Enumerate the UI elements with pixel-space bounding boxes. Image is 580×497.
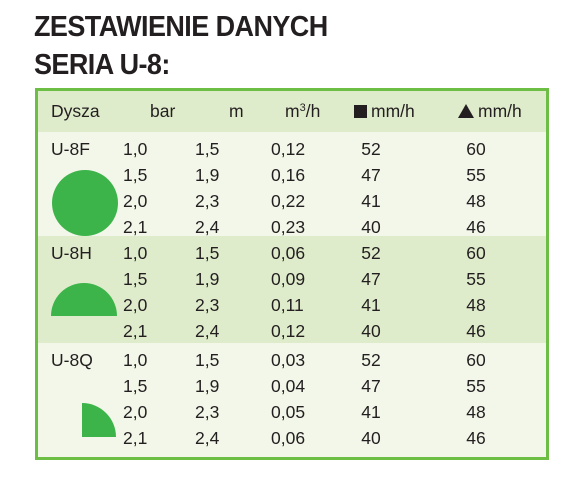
triangle-icon	[458, 104, 474, 118]
cell-square-rate: 40	[361, 321, 381, 341]
header-square-rate: mm/h	[354, 100, 415, 122]
cell-radius: 1,9	[195, 269, 220, 289]
cell-radius: 1,9	[195, 165, 220, 185]
cell-square-rate: 41	[361, 295, 381, 315]
title-line-2: SERIA U-8:	[34, 49, 170, 81]
cell-flow: 0,05	[271, 402, 306, 422]
cell-radius: 1,9	[195, 376, 220, 396]
cell-flow: 0,12	[271, 321, 306, 341]
cell-pressure: 1,0	[123, 243, 148, 263]
cell-triangle-rate: 46	[466, 428, 486, 448]
header-triangle-rate-label: mm/h	[478, 101, 522, 121]
cell-square-rate: 52	[361, 243, 381, 263]
cell-radius: 2,3	[195, 191, 220, 211]
cell-pressure: 1,5	[123, 165, 148, 185]
nozzle-label: U-8F	[51, 139, 90, 159]
cell-flow: 0,09	[271, 269, 306, 289]
cell-pressure: 2,1	[123, 321, 148, 341]
cell-pressure: 1,0	[123, 350, 148, 370]
header-triangle-rate: mm/h	[458, 100, 522, 122]
cell-pressure: 2,0	[123, 191, 148, 211]
cell-triangle-rate: 48	[466, 402, 486, 422]
nozzle-label: U-8Q	[51, 350, 93, 370]
cell-pressure: 2,0	[123, 295, 148, 315]
cell-triangle-rate: 55	[466, 376, 486, 396]
cell-radius: 2,4	[195, 428, 220, 448]
cell-triangle-rate: 48	[466, 295, 486, 315]
header-flow: m3/h	[285, 100, 320, 122]
header-flow-base: m	[285, 101, 300, 121]
cell-square-rate: 41	[361, 191, 381, 211]
page-title: ZESTAWIENIE DANYCH SERIA U-8:	[34, 8, 328, 84]
cell-flow: 0,06	[271, 243, 306, 263]
cell-radius: 1,5	[195, 243, 220, 263]
cell-pressure: 2,1	[123, 428, 148, 448]
title-line-1: ZESTAWIENIE DANYCH	[34, 11, 328, 43]
half-circle-icon	[51, 283, 117, 316]
header-nozzle: Dysza	[51, 101, 100, 121]
cell-flow: 0,06	[271, 428, 306, 448]
cell-triangle-rate: 46	[466, 217, 486, 237]
cell-flow: 0,12	[271, 139, 306, 159]
cell-pressure: 1,5	[123, 376, 148, 396]
cell-radius: 1,5	[195, 139, 220, 159]
cell-pressure: 2,1	[123, 217, 148, 237]
cell-pressure: 2,0	[123, 402, 148, 422]
cell-flow: 0,03	[271, 350, 306, 370]
cell-pressure: 1,5	[123, 269, 148, 289]
cell-radius: 2,4	[195, 321, 220, 341]
cell-square-rate: 41	[361, 402, 381, 422]
cell-flow: 0,22	[271, 191, 306, 211]
cell-triangle-rate: 60	[466, 243, 486, 263]
cell-pressure: 1,0	[123, 139, 148, 159]
table-group-u8q	[38, 343, 546, 457]
cell-square-rate: 47	[361, 376, 381, 396]
header-square-rate-label: mm/h	[371, 101, 415, 121]
table-group-u8f	[38, 132, 546, 236]
cell-triangle-rate: 60	[466, 139, 486, 159]
cell-radius: 1,5	[195, 350, 220, 370]
table-group-u8h	[38, 236, 546, 343]
cell-triangle-rate: 55	[466, 165, 486, 185]
data-table: Dysza bar m m3/h mm/h mm/h U-8F 1,0 1,5 0,1…	[35, 88, 549, 460]
cell-square-rate: 47	[361, 269, 381, 289]
cell-flow: 0,11	[271, 295, 304, 315]
square-icon	[354, 105, 367, 118]
cell-flow: 0,23	[271, 217, 306, 237]
cell-square-rate: 40	[361, 428, 381, 448]
cell-triangle-rate: 48	[466, 191, 486, 211]
header-pressure: bar	[150, 101, 176, 121]
header-flow-tail: /h	[305, 101, 321, 121]
cell-square-rate: 52	[361, 350, 381, 370]
cell-square-rate: 47	[361, 165, 381, 185]
cell-radius: 2,3	[195, 402, 220, 422]
full-circle-icon	[52, 170, 118, 236]
header-radius: m	[229, 101, 244, 121]
quarter-circle-icon	[82, 403, 116, 437]
nozzle-label: U-8H	[51, 243, 92, 263]
cell-radius: 2,3	[195, 295, 220, 315]
cell-triangle-rate: 60	[466, 350, 486, 370]
cell-radius: 2,4	[195, 217, 220, 237]
cell-square-rate: 40	[361, 217, 381, 237]
cell-flow: 0,04	[271, 376, 306, 396]
cell-triangle-rate: 46	[466, 321, 486, 341]
header-flow-sup: 3	[299, 102, 306, 114]
cell-flow: 0,16	[271, 165, 306, 185]
cell-triangle-rate: 55	[466, 269, 486, 289]
cell-square-rate: 52	[361, 139, 381, 159]
